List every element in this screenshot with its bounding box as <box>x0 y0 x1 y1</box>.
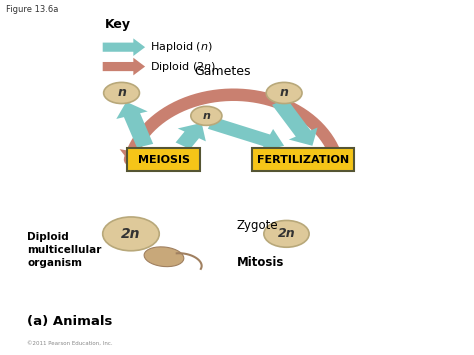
Text: Figure 13.6a: Figure 13.6a <box>6 5 58 14</box>
Text: FERTILIZATION: FERTILIZATION <box>257 155 349 165</box>
Ellipse shape <box>103 217 159 251</box>
Text: (a) Animals: (a) Animals <box>27 315 113 328</box>
Polygon shape <box>175 123 206 149</box>
Text: n: n <box>280 87 289 99</box>
Text: n: n <box>117 87 126 99</box>
Polygon shape <box>321 149 347 162</box>
Text: 2n: 2n <box>278 227 295 240</box>
Text: Zygote: Zygote <box>237 219 279 231</box>
Text: Diploid
multicellular
organism: Diploid multicellular organism <box>27 231 102 268</box>
Ellipse shape <box>266 82 302 104</box>
Text: ©2011 Pearson Education, Inc.: ©2011 Pearson Education, Inc. <box>27 340 113 345</box>
Text: Gametes: Gametes <box>195 65 251 78</box>
Polygon shape <box>103 38 145 56</box>
Polygon shape <box>208 117 284 152</box>
Ellipse shape <box>191 106 222 125</box>
FancyBboxPatch shape <box>128 148 201 171</box>
Text: Diploid (2$\it{n}$): Diploid (2$\it{n}$) <box>150 60 216 73</box>
Text: n: n <box>202 111 210 121</box>
Polygon shape <box>103 58 145 75</box>
Polygon shape <box>116 102 153 148</box>
FancyBboxPatch shape <box>252 148 354 171</box>
Polygon shape <box>272 99 318 146</box>
Text: Haploid ($\it{n}$): Haploid ($\it{n}$) <box>150 40 212 54</box>
Text: 2n: 2n <box>121 227 141 241</box>
Text: MEIOSIS: MEIOSIS <box>138 155 190 165</box>
Text: Key: Key <box>105 18 131 31</box>
Polygon shape <box>119 149 146 162</box>
Ellipse shape <box>104 82 139 104</box>
Ellipse shape <box>264 220 309 247</box>
Ellipse shape <box>144 247 184 267</box>
Text: Mitosis: Mitosis <box>237 256 284 269</box>
